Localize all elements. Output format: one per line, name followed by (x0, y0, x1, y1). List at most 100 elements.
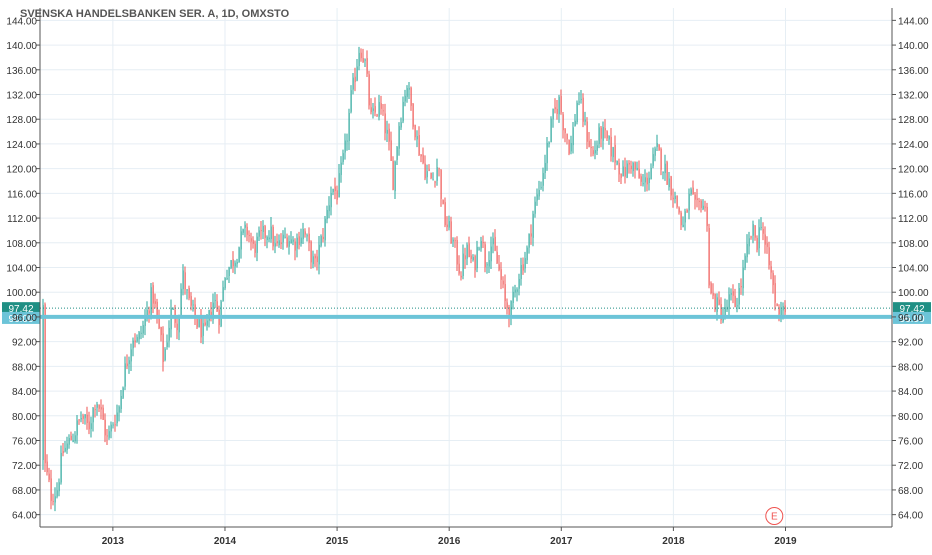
candle-body (178, 317, 180, 333)
x-tick-label: 2016 (438, 536, 461, 547)
candle-body (774, 283, 776, 303)
candle-body (538, 190, 540, 197)
candle-body (206, 320, 208, 326)
candle-body (376, 114, 378, 116)
candle-body (286, 237, 288, 247)
candle-body (404, 95, 406, 102)
candle-body (164, 349, 166, 361)
candle-body (732, 291, 734, 296)
candle-body (678, 207, 680, 213)
candle-body (348, 112, 350, 142)
candle-body (304, 231, 306, 235)
candle-body (406, 88, 408, 97)
candle-body (118, 406, 120, 413)
level-right-badge (893, 311, 931, 324)
y-tick-label-left: 140.00 (6, 41, 37, 52)
candle-body (234, 262, 236, 267)
y-tick-label-left: 100.00 (6, 288, 37, 299)
candle-body (350, 90, 352, 112)
level-left-badge-text: 96.00 (8, 314, 33, 325)
candle-body (594, 150, 596, 154)
candle-body (546, 142, 548, 164)
candle-body (596, 145, 598, 152)
candle-body (182, 270, 184, 290)
candle-body (470, 255, 472, 259)
candle-body (618, 162, 620, 175)
candle-body (296, 237, 298, 249)
candle-body (670, 176, 672, 196)
candle-body (600, 127, 602, 139)
candle-body (578, 101, 580, 103)
candle-body (324, 218, 326, 241)
candle-body (654, 148, 656, 156)
candle-body (588, 140, 590, 147)
candle-body (42, 305, 44, 461)
candle-body (598, 127, 600, 144)
candle-body (424, 163, 426, 179)
candle-body (666, 162, 668, 185)
candle-body (78, 419, 80, 421)
candle-body (504, 284, 506, 301)
candle-body (672, 197, 674, 200)
candle-body (282, 234, 284, 243)
candle-body (414, 124, 416, 138)
candle-body (394, 161, 396, 192)
candle-body (766, 243, 768, 247)
candle-body (626, 163, 628, 178)
candle-body (548, 142, 550, 144)
candle-body (648, 177, 650, 184)
last-price-right-badge-text: 97.42 (899, 304, 924, 315)
candle-body (438, 168, 440, 170)
candle-body (222, 287, 224, 302)
candle-body (454, 240, 456, 242)
candle-body (214, 299, 216, 301)
candle-body (744, 255, 746, 268)
earnings-event-icon[interactable] (765, 507, 784, 525)
candle-body (138, 332, 140, 340)
candle-body (72, 440, 74, 443)
last-price-right-badge (893, 302, 931, 315)
y-tick-label-left: 84.00 (12, 387, 37, 398)
candle-body (652, 154, 654, 166)
candle-body (60, 452, 62, 483)
candle-body (246, 226, 248, 235)
candle-body (136, 337, 138, 342)
candle-body (366, 58, 368, 74)
candle-body (450, 221, 452, 244)
candle-body (212, 302, 214, 320)
candle-body (272, 226, 274, 247)
candle-body (352, 77, 354, 90)
candle-body (660, 148, 662, 170)
candle-body (412, 103, 414, 127)
candle-body (92, 407, 94, 423)
candle-body (668, 178, 670, 188)
y-tick-label-right: 80.00 (898, 412, 923, 423)
candle-body (106, 435, 108, 437)
candle-body (614, 144, 616, 163)
candle-body (326, 209, 328, 220)
candle-body (456, 240, 458, 265)
candle-body (592, 150, 594, 155)
candle-body (260, 230, 262, 232)
candle-body (664, 163, 666, 174)
candle-body (232, 259, 234, 267)
candle-body (172, 308, 174, 310)
x-tick-label: 2014 (214, 536, 237, 547)
candle-body (426, 171, 428, 178)
candle-body (616, 160, 618, 165)
candle-body (778, 307, 780, 315)
candle-body (452, 239, 454, 242)
candle-body (128, 360, 130, 365)
candle-body (328, 205, 330, 212)
candle-body (302, 229, 304, 240)
candle-body (622, 166, 624, 177)
candle-body (536, 194, 538, 201)
candle-body (102, 407, 104, 420)
candle-body (496, 251, 498, 264)
candle-body (228, 267, 230, 277)
candle-body (772, 273, 774, 286)
